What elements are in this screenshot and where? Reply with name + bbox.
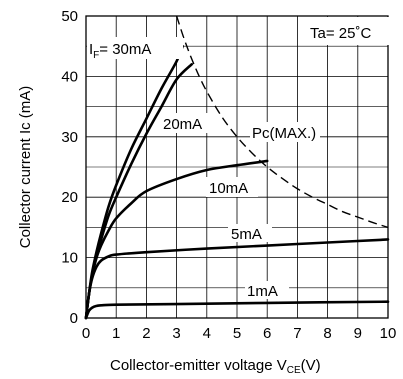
y-tick-label: 30 <box>61 129 78 146</box>
x-tick-label: 10 <box>380 325 397 342</box>
x-tick-label: 7 <box>293 325 301 342</box>
label-bg-10ma <box>206 177 258 197</box>
x-axis-title-sub: CE <box>287 365 301 376</box>
label-10ma: 10mA <box>209 180 248 197</box>
x-tick-label: 4 <box>203 325 211 342</box>
label-bg-20ma <box>160 113 210 133</box>
x-tick-label: 2 <box>142 325 150 342</box>
label-30ma-suffix: = 30mA <box>99 41 151 58</box>
x-tick-label: 6 <box>263 325 271 342</box>
annotation-box <box>302 17 390 45</box>
x-tick-label: 0 <box>82 325 90 342</box>
label-bg-30ma <box>87 37 183 59</box>
x-axis-title-main: Collector-emitter voltage V <box>110 357 287 374</box>
curve-5ma <box>84 238 390 320</box>
label-pc-max: Pc(MAX.) <box>252 125 316 142</box>
x-tick-label: 3 <box>172 325 180 342</box>
y-tick-labels: 0 10 20 30 40 50 <box>61 8 78 327</box>
label-30ma-prefix: I <box>89 41 93 58</box>
x-tick-label: 9 <box>354 325 362 342</box>
curves <box>84 44 390 320</box>
curve-1ma <box>84 300 390 320</box>
x-tick-label: 5 <box>233 325 241 342</box>
label-bg-pcmax <box>250 122 320 142</box>
annotation-text: Ta= 25˚C <box>310 25 371 42</box>
x-axis-title-unit: (V) <box>301 357 321 374</box>
label-30ma-sub: F <box>93 50 99 61</box>
plot-frame <box>85 15 389 319</box>
y-tick-label: 50 <box>61 8 78 25</box>
label-20ma: 20mA <box>163 116 202 133</box>
y-tick-label: 20 <box>61 189 78 206</box>
label-5ma: 5mA <box>231 226 262 243</box>
x-tick-label: 1 <box>112 325 120 342</box>
curve-20ma <box>84 63 193 320</box>
label-1ma: 1mA <box>247 283 278 300</box>
y-tick-label: 10 <box>61 250 78 267</box>
y-tick-label: 0 <box>70 310 78 327</box>
y-axis-title: Collector current Ic (mA) <box>17 86 34 249</box>
pc-max-curve <box>175 15 389 229</box>
x-tick-label: 8 <box>323 325 331 342</box>
y-tick-label: 40 <box>61 68 78 85</box>
label-bg-5ma <box>228 224 272 242</box>
x-axis-title: Collector-emitter voltage VCE(V) <box>110 357 321 376</box>
label-bg-1ma <box>245 281 289 299</box>
x-tick-labels: 0 1 2 3 4 5 6 7 8 9 10 <box>82 325 397 342</box>
label-30ma: IF= 30mA <box>89 41 151 61</box>
